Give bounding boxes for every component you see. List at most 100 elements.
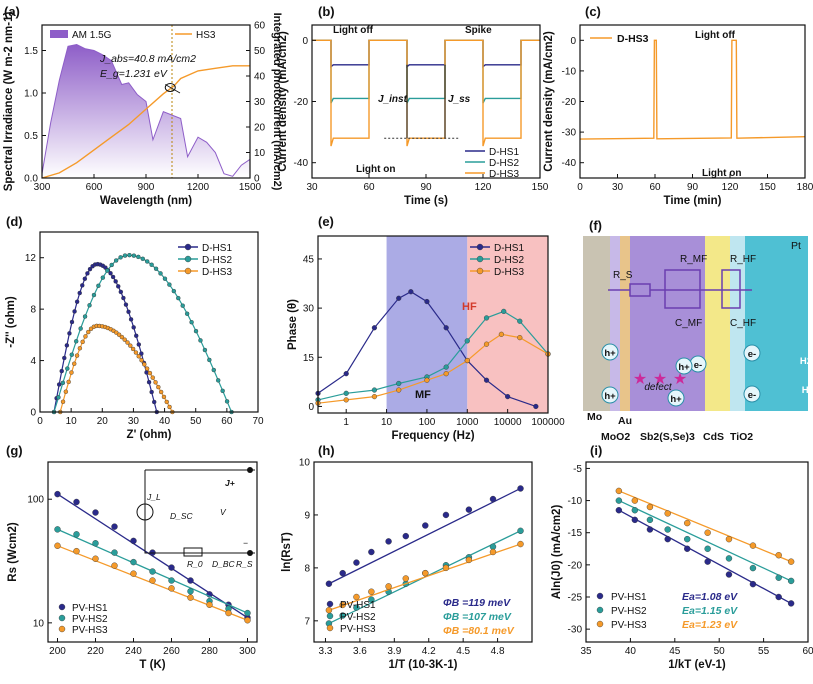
h-y-tick-label: 7 <box>304 616 310 627</box>
g-point <box>149 568 156 575</box>
c-y-tick-label: -20 <box>562 97 577 108</box>
d-point <box>216 378 221 383</box>
f-defect-star: ★ <box>653 371 667 388</box>
g-legend-marker <box>58 603 66 611</box>
c-series-d-hs3 <box>579 39 806 140</box>
h-point <box>422 569 429 577</box>
c-y-axis-label: Current density (mA/cm2) <box>543 31 555 172</box>
h-point <box>517 527 524 535</box>
d-point <box>184 311 190 316</box>
d-point <box>64 343 70 348</box>
d-point <box>60 380 66 386</box>
i-y-tick-label: -25 <box>568 593 583 604</box>
d-point <box>116 332 122 337</box>
d-point <box>105 268 110 273</box>
g-point <box>130 558 137 566</box>
panel-h: 3.3 3.6 3.9 4.2 4.5 4.8 7 8 9 10 1/T (10-3K-1) ln(R… <box>281 443 533 671</box>
d-point <box>118 289 124 295</box>
a-y-tick-label: 0.0 <box>24 174 38 185</box>
d-point <box>126 309 131 314</box>
i-point <box>684 545 691 552</box>
e-y-tick-label: 15 <box>303 353 315 364</box>
e-point <box>343 390 349 396</box>
f-circuit-label: C_HF <box>730 318 756 329</box>
h-x-tick-label: 4.2 <box>422 646 436 657</box>
g-point <box>206 601 213 608</box>
a-y-tick-label: 0.5 <box>24 131 38 142</box>
d-point <box>128 317 134 322</box>
d-point <box>128 343 133 348</box>
d-point <box>74 339 79 344</box>
i-fit-pv-hs2 <box>618 499 792 582</box>
d-point <box>74 299 80 304</box>
e-mf-band <box>386 236 468 413</box>
f-carrier-badge <box>675 357 693 375</box>
f-layer-label: TiO2 <box>730 431 753 443</box>
c-x-axis-label: Time (min) <box>664 195 722 207</box>
i-point <box>775 552 782 559</box>
g-point <box>187 577 194 584</box>
g-point <box>168 577 175 584</box>
f-panel-tag: (f) <box>589 218 602 233</box>
g-point <box>54 526 61 533</box>
d-point <box>158 389 164 395</box>
b-y-axis-label: Current density (mA/cm2) <box>277 31 289 172</box>
g-inset-resistor <box>183 547 203 557</box>
d-point <box>78 326 83 331</box>
g-point <box>111 549 118 556</box>
d-point <box>139 351 144 356</box>
d-point <box>83 334 88 339</box>
h-point <box>402 575 409 582</box>
h-point <box>368 596 375 603</box>
i-point <box>704 558 711 565</box>
h-legend-pv-hs2: PV-HS2 <box>340 612 376 623</box>
f-defect-label: defect <box>644 382 672 393</box>
d-point <box>202 347 208 353</box>
h-y-tick-label: 10 <box>299 458 311 469</box>
d-point <box>224 399 230 404</box>
g-x-axis-label: T (K) <box>139 659 165 671</box>
d-point <box>87 266 93 272</box>
e-panel-tag: (e) <box>318 214 334 229</box>
e-point <box>483 377 490 383</box>
i-panel-tag: (i) <box>590 443 602 458</box>
b-legend-d-hs2: D-HS2 <box>489 158 519 169</box>
b-series-d-hs2 <box>312 39 540 104</box>
panel-d: 0 10 20 30 40 50 60 70 0 4 8 12 Z' (ohm) -Z'' (ohm) D-… <box>5 214 264 441</box>
d-point <box>77 346 83 351</box>
d-y-tick-label: 12 <box>25 253 37 264</box>
e-x-axis-label: Frequency (Hz) <box>391 430 474 442</box>
d-point <box>171 288 177 294</box>
c-y-tick-label: -30 <box>562 128 577 139</box>
g-x-tick-label: 300 <box>239 646 256 657</box>
d-point <box>142 362 147 367</box>
c-x-tick-label: 60 <box>649 182 661 193</box>
d-point <box>180 303 185 308</box>
e-annotation-mf: MF <box>415 389 431 401</box>
h-fit-label: ΦB =107 meV <box>443 611 512 623</box>
h-point <box>325 580 333 587</box>
h-fit-label: ΦB =119 meV <box>443 597 511 609</box>
e-point <box>443 325 449 331</box>
g-panel-tag: (g) <box>6 443 23 458</box>
g-inset-circuit <box>144 470 255 554</box>
h-point <box>489 495 497 503</box>
a-y-tick-label: 10 <box>254 148 266 159</box>
b-series-d-hs1 <box>312 39 540 69</box>
g-plot-frame <box>47 461 258 643</box>
g-point <box>187 588 194 595</box>
c-x-tick-label: 150 <box>759 182 776 193</box>
b-panel-tag: (b) <box>318 4 335 19</box>
e-legend-marker <box>476 255 484 263</box>
d-point <box>116 284 121 289</box>
f-layer-label: Pt <box>791 240 801 252</box>
c-annotation-light-off: Light off <box>695 30 736 41</box>
h-point <box>422 522 429 529</box>
d-x-tick-label: 30 <box>128 416 140 427</box>
h-fit-pv-hs3 <box>328 543 521 611</box>
d-x-axis-label: Z' (ohm) <box>127 429 172 441</box>
d-point <box>176 295 181 301</box>
d-point <box>74 353 80 358</box>
i-point <box>749 542 757 549</box>
d-point <box>153 266 159 271</box>
